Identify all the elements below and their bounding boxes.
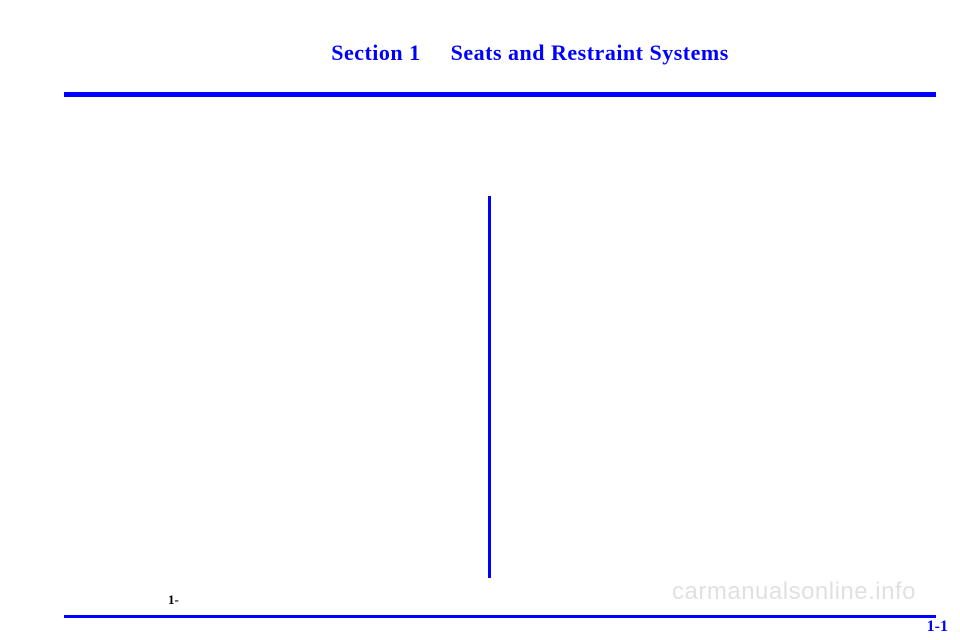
- page-tag-left: 1-: [168, 592, 179, 608]
- manual-page: Section 1 Seats and Restraint Systems 1-…: [0, 0, 960, 640]
- section-heading: Section 1 Seats and Restraint Systems: [0, 40, 960, 66]
- column-divider: [488, 196, 491, 578]
- bottom-divider: [64, 615, 936, 618]
- watermark-text: carmanualsonline.info: [672, 578, 916, 606]
- section-name: Seats and Restraint Systems: [451, 40, 729, 65]
- section-number: Section 1: [331, 40, 420, 65]
- top-divider: [64, 92, 936, 97]
- page-number: 1-1: [927, 618, 948, 636]
